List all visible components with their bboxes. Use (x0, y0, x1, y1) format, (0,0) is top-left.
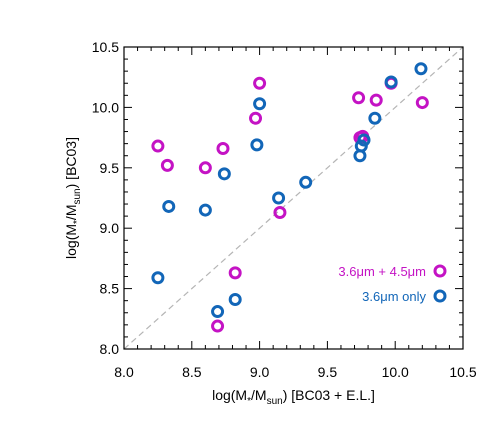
data-point-multi-band (253, 76, 267, 90)
data-point-single-band (250, 138, 264, 152)
data-point-multi-band (228, 266, 242, 280)
y-tick-label: 8.0 (100, 341, 120, 357)
data-point-single-band (299, 175, 313, 189)
tick-labels: 8.0 8.5 9.0 9.5 10.0 10.5 8.0 8.5 9.0 9.5 10.0 10.5 (92, 39, 477, 380)
data-point-multi-band (415, 96, 429, 110)
y-tick-label: 9.5 (100, 160, 120, 176)
data-point-multi-band (211, 319, 225, 333)
y-tick-label: 10.5 (92, 39, 119, 55)
data-point-single-band (357, 133, 371, 147)
data-points (151, 62, 429, 333)
x-tick-label: 8.5 (182, 364, 202, 380)
one-to-one-line-group (123, 46, 464, 350)
data-point-multi-band (160, 158, 174, 172)
y-tick-label: 8.5 (100, 281, 120, 297)
data-point-single-band (198, 203, 212, 217)
x-tick-label: 10.5 (449, 364, 476, 380)
data-point-single-band (384, 75, 398, 89)
data-point-single-band (162, 199, 176, 213)
x-tick-label: 9.5 (318, 364, 338, 380)
data-point-multi-band (352, 91, 366, 105)
legend-marker-multi-band (433, 264, 447, 278)
legend: 3.6μm + 4.5μm 3.6μm only (338, 264, 447, 304)
data-point-single-band (151, 271, 165, 285)
data-point-multi-band (216, 141, 230, 155)
y-axis-label: log(M*/Msun) [BC03] (63, 137, 83, 259)
data-point-multi-band (198, 161, 212, 175)
data-point-single-band (228, 292, 242, 306)
plot-frame (123, 46, 464, 350)
legend-label-multi-band: 3.6μm + 4.5μm (338, 264, 426, 279)
data-point-multi-band (249, 111, 263, 125)
data-point-multi-band (369, 93, 383, 107)
data-point-single-band (272, 191, 286, 205)
axis-ticks (123, 46, 464, 350)
y-tick-label: 9.0 (100, 220, 120, 236)
y-tick-label: 10.0 (92, 99, 119, 115)
legend-marker-single-band (433, 289, 447, 303)
data-point-multi-band (273, 205, 287, 219)
data-point-single-band (368, 111, 382, 125)
x-tick-label: 8.0 (114, 364, 134, 380)
x-axis-label: log(M*/Msun) [BC03 + E.L.] (212, 387, 375, 407)
data-point-single-band (253, 97, 267, 111)
legend-label-single-band: 3.6μm only (362, 289, 426, 304)
data-point-single-band (414, 62, 428, 76)
data-point-single-band (217, 167, 231, 181)
x-tick-label: 9.0 (250, 364, 270, 380)
one-to-one-line (123, 46, 464, 350)
x-tick-label: 10.0 (382, 364, 409, 380)
data-point-multi-band (151, 139, 165, 153)
data-point-single-band (211, 305, 225, 319)
